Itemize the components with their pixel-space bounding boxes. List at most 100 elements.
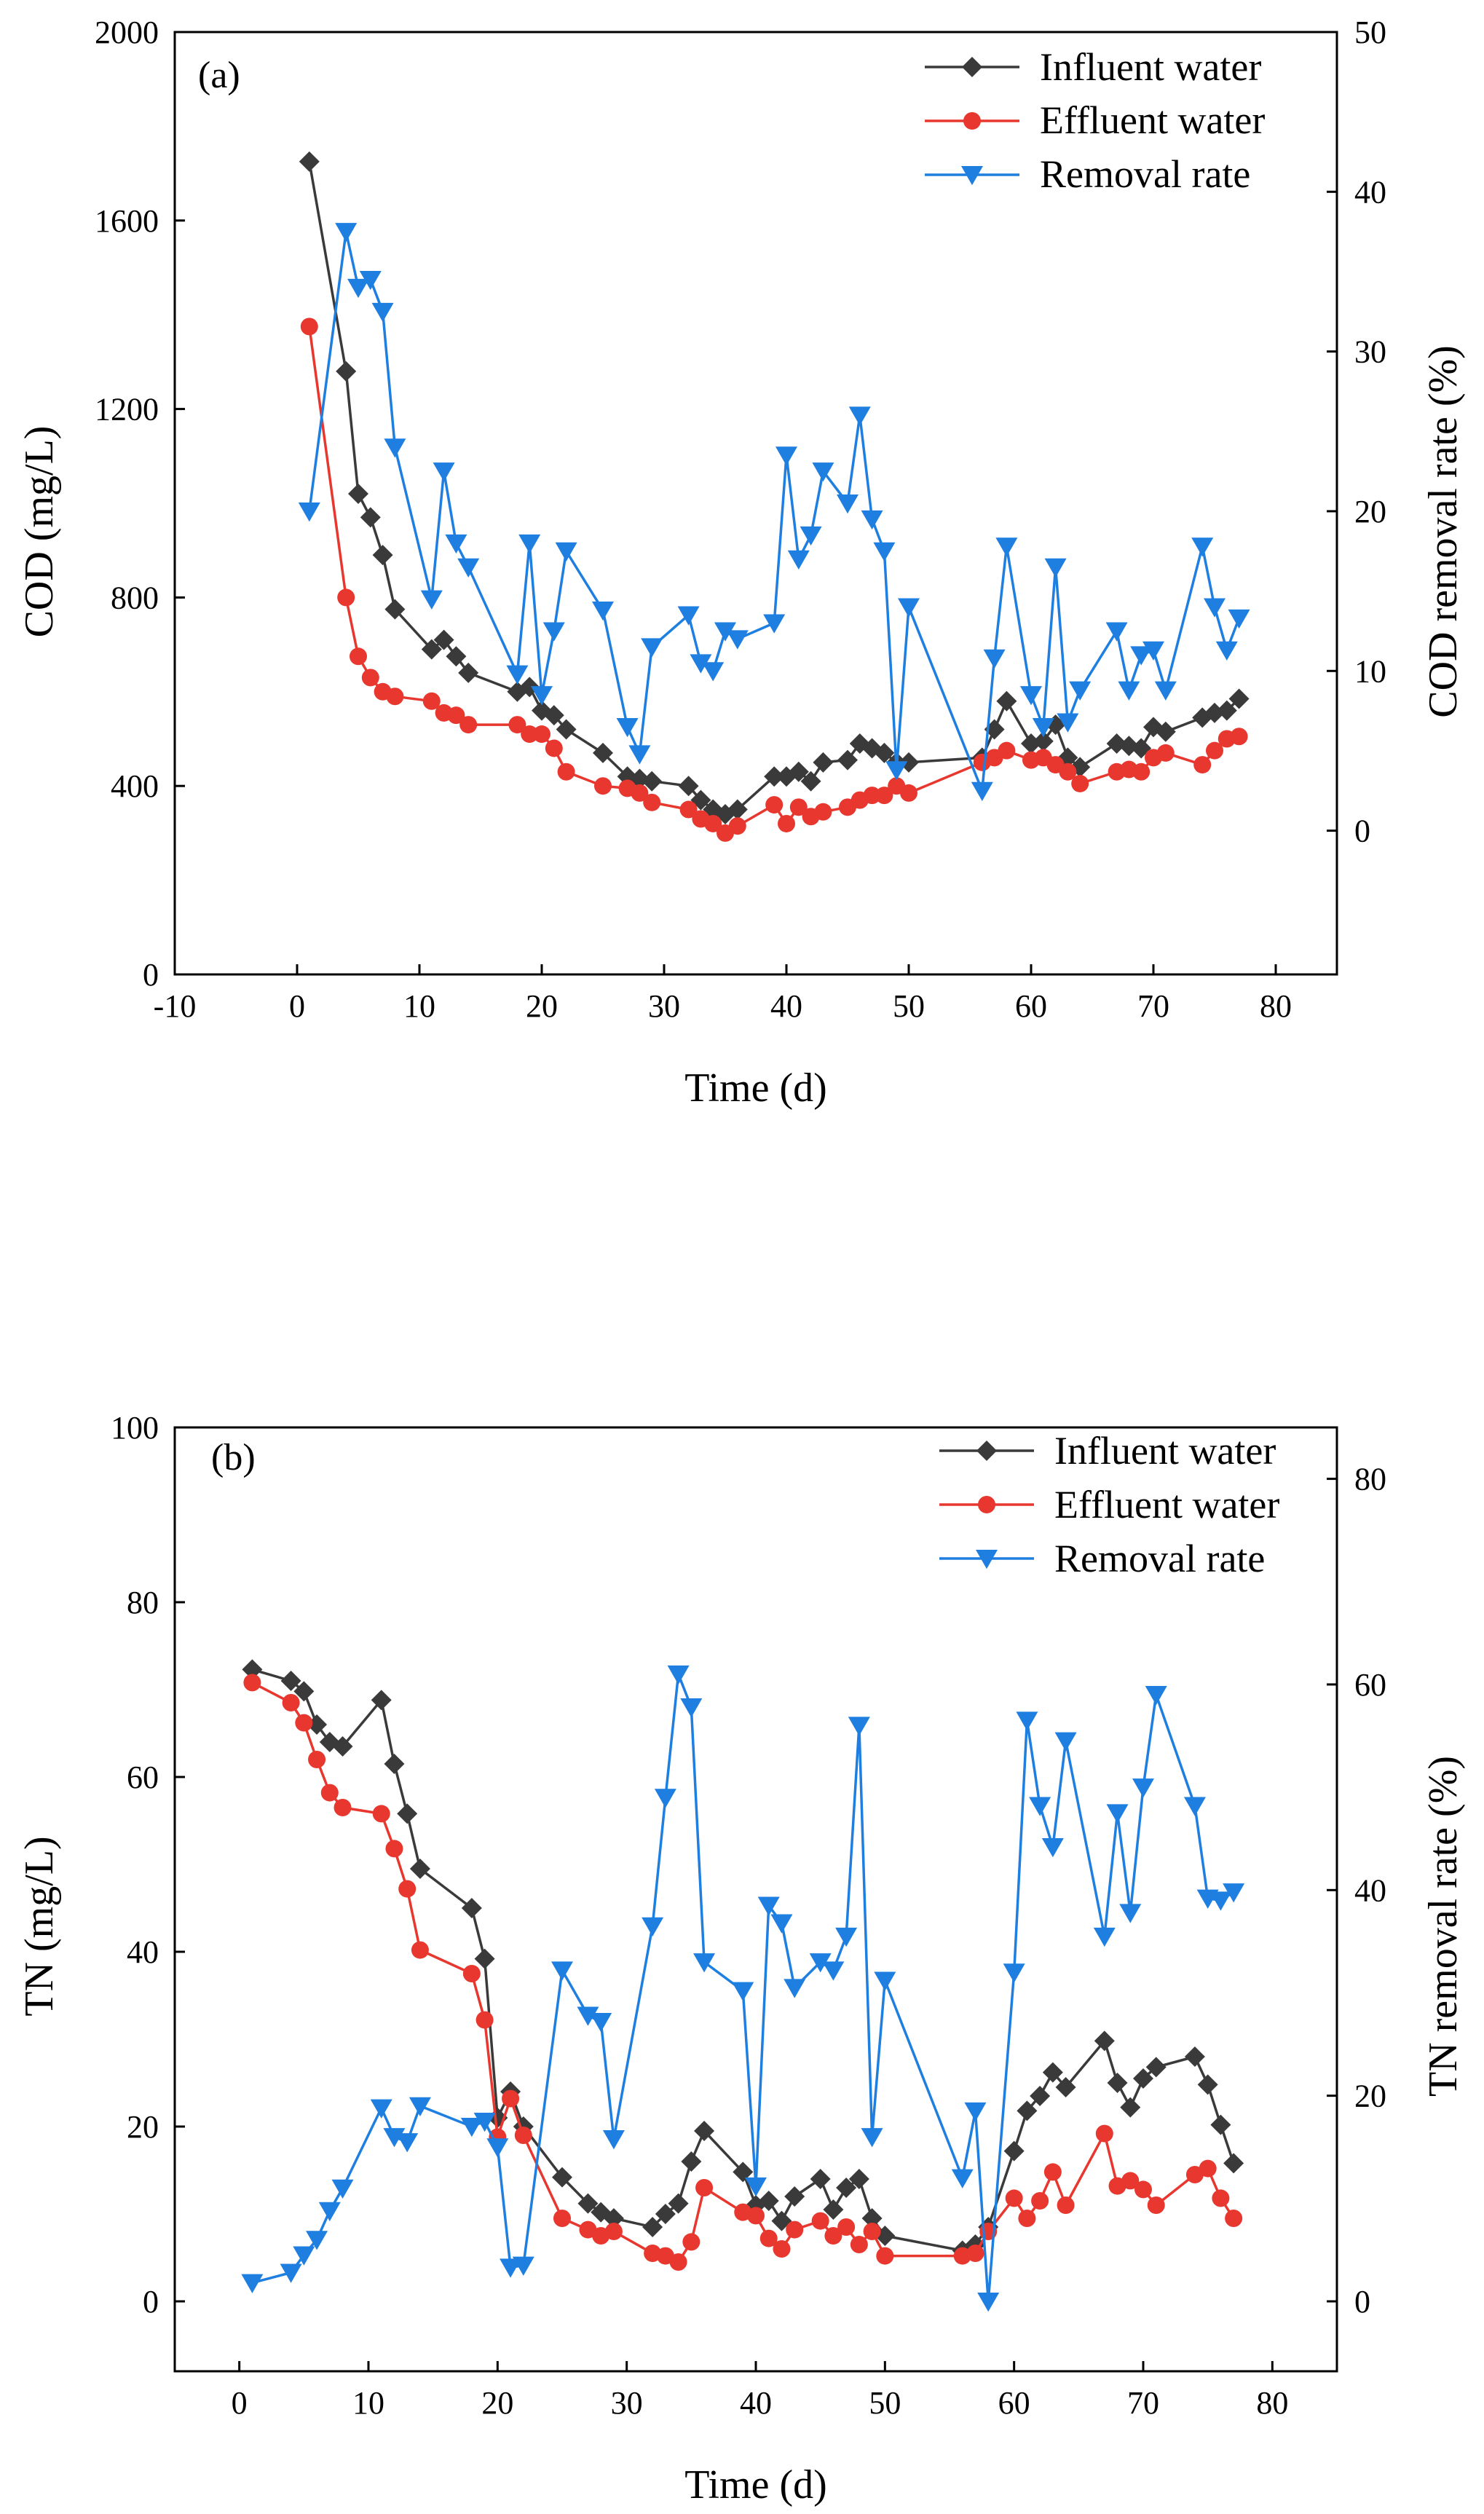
data-point <box>669 2253 687 2271</box>
data-point <box>293 1681 315 1702</box>
data-point <box>1094 2030 1115 2052</box>
data-point <box>396 2133 419 2153</box>
data-point <box>1204 598 1226 618</box>
legend-item-effluent: Effluent water <box>939 1483 1279 1526</box>
data-point <box>1093 1927 1116 1947</box>
data-point <box>631 784 649 802</box>
data-point <box>446 646 467 667</box>
data-point <box>350 647 367 666</box>
data-point <box>384 599 406 620</box>
y-axis-title: COD (mg/L) <box>17 426 62 638</box>
data-point <box>460 2118 483 2137</box>
data-point <box>1215 641 1238 661</box>
data-point <box>459 716 478 734</box>
x-tick-label: 30 <box>611 2385 643 2421</box>
data-point <box>1020 686 1042 706</box>
data-point <box>1142 641 1164 661</box>
data-point <box>1145 1686 1167 1706</box>
data-point <box>837 2218 856 2236</box>
data-point <box>814 803 832 821</box>
data-point <box>667 1665 690 1685</box>
data-point <box>386 687 404 706</box>
data-point <box>824 2227 842 2245</box>
data-point <box>1147 2196 1165 2214</box>
data-point <box>1042 2062 1063 2083</box>
data-point <box>331 2179 354 2199</box>
data-point <box>337 588 355 607</box>
data-point <box>242 1659 263 1680</box>
data-point <box>898 598 920 618</box>
data-point <box>1155 721 1176 742</box>
data-point <box>422 692 441 710</box>
y2-axis: 0 10 20 30 40 50 <box>1327 15 1386 849</box>
data-point <box>726 630 749 650</box>
data-point <box>837 494 859 514</box>
data-point <box>1032 718 1054 738</box>
data-point <box>333 1799 352 1816</box>
x-axis: 0 10 20 30 40 50 60 70 80 <box>232 2361 1288 2421</box>
data-point <box>704 814 722 832</box>
data-point <box>809 1953 832 1973</box>
data-point <box>556 719 577 740</box>
data-point <box>384 438 406 458</box>
data-point <box>628 745 651 765</box>
data-point <box>764 766 785 787</box>
data-point <box>1228 609 1250 629</box>
data-point <box>811 2212 829 2230</box>
data-point <box>361 669 379 687</box>
series-triangle-down <box>241 1665 1245 2312</box>
data-point <box>447 706 465 725</box>
x-axis-title: Time (d) <box>684 2462 827 2507</box>
data-point <box>543 705 564 726</box>
data-point <box>800 526 822 546</box>
data-point <box>603 2208 624 2229</box>
data-point <box>1130 646 1153 666</box>
data-point <box>295 1714 313 1732</box>
data-point <box>900 784 917 802</box>
series-line <box>251 1681 1235 2263</box>
y2-tick-label: 80 <box>1354 1462 1386 1497</box>
data-point <box>885 761 908 781</box>
y2-axis-title: COD removal rate (%) <box>1421 345 1466 718</box>
data-point <box>1118 681 1140 701</box>
data-point <box>604 2223 623 2240</box>
data-point <box>280 2263 302 2283</box>
data-point <box>874 742 895 763</box>
data-point <box>298 502 320 522</box>
y2-axis-title: TN removal rate (%) <box>1421 1756 1466 2097</box>
data-point <box>409 2097 431 2117</box>
data-point <box>306 2231 328 2250</box>
data-point <box>502 2089 520 2108</box>
data-point <box>848 406 871 426</box>
legend-label-removal-rate: Removal rate <box>1054 1537 1265 1580</box>
data-point <box>679 800 698 819</box>
data-point <box>678 776 699 797</box>
data-point <box>1057 2196 1075 2214</box>
y-tick-label: 60 <box>127 1760 159 1795</box>
legend: Influent water Effluent water Removal ra… <box>925 45 1265 196</box>
data-point <box>1003 2140 1025 2162</box>
data-point <box>690 654 712 674</box>
data-point <box>1059 763 1077 781</box>
data-point <box>1154 681 1177 701</box>
data-point <box>577 2006 599 2026</box>
data-point <box>347 278 369 299</box>
data-point <box>371 1690 392 1711</box>
y2-tick-label: 20 <box>1354 494 1386 529</box>
data-point <box>1223 2153 1244 2174</box>
data-point <box>822 1961 845 1981</box>
data-point <box>837 749 858 771</box>
data-point <box>359 270 382 291</box>
data-point <box>360 507 381 528</box>
data-point <box>873 542 896 562</box>
data-point <box>680 1698 703 1718</box>
y-tick-label: 1600 <box>95 203 159 239</box>
x-tick-label: 0 <box>232 2385 248 2421</box>
data-point <box>861 2208 883 2229</box>
cod-chart: (a) Influent water Effluent water Remova… <box>17 15 1466 1111</box>
data-point <box>733 2162 754 2183</box>
data-point <box>473 2112 496 2132</box>
data-point <box>320 1784 339 1802</box>
data-point <box>308 1751 326 1768</box>
